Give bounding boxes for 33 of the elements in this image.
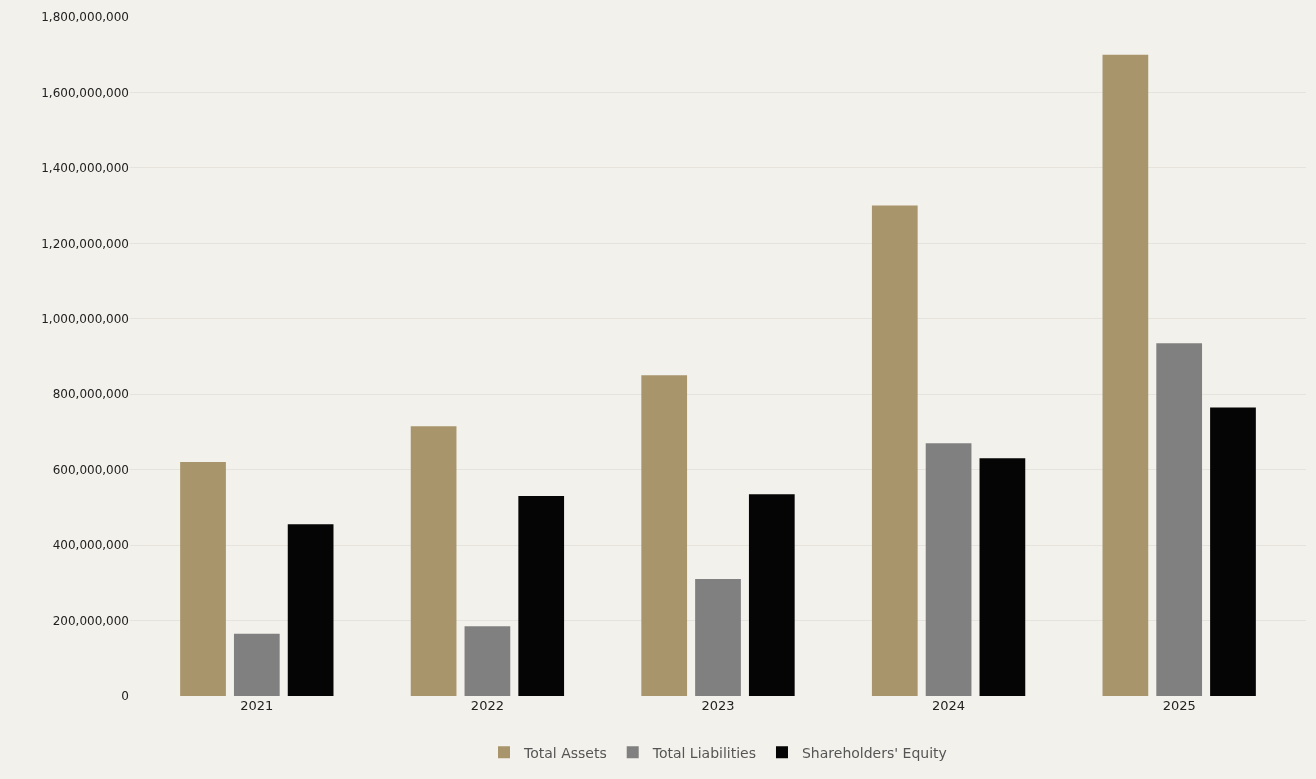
- bar: [925, 443, 972, 696]
- bar: [180, 462, 226, 696]
- bar: [410, 426, 457, 696]
- y-tick-label: 1,000,000,000: [41, 311, 129, 326]
- y-tick-label: 1,800,000,000: [41, 10, 129, 25]
- x-tick-label: 2024: [932, 698, 966, 713]
- y-tick-label: 1,600,000,000: [41, 85, 129, 100]
- y-tick-label: 1,400,000,000: [41, 161, 129, 176]
- bar: [1102, 54, 1149, 696]
- bar: [518, 496, 565, 696]
- bar: [1156, 343, 1203, 696]
- x-tick-label: 2021: [240, 698, 274, 713]
- bar: [287, 524, 334, 696]
- y-tick-label: 1,200,000,000: [41, 236, 129, 251]
- y-tick-label: 800,000,000: [52, 387, 129, 402]
- x-tick-label: 2025: [1162, 698, 1196, 713]
- bar: [641, 375, 688, 696]
- bar: [979, 458, 1026, 696]
- x-tick-label: 2022: [470, 698, 504, 713]
- bar: [871, 205, 918, 696]
- bar: [748, 494, 795, 696]
- y-tick-label: 400,000,000: [52, 538, 129, 553]
- y-tick-label: 600,000,000: [52, 462, 129, 477]
- y-tick-label: 200,000,000: [52, 613, 129, 628]
- bar: [233, 633, 280, 696]
- bar: [1210, 407, 1256, 696]
- x-tick-label: 2023: [701, 698, 735, 713]
- legend-label: Shareholders' Equity: [801, 744, 947, 761]
- bar: [464, 626, 511, 696]
- legend-label: Total Assets: [523, 744, 607, 761]
- legend-label: Total Liabilities: [651, 744, 756, 761]
- y-tick-label: 0: [121, 689, 129, 704]
- bar: [695, 579, 741, 696]
